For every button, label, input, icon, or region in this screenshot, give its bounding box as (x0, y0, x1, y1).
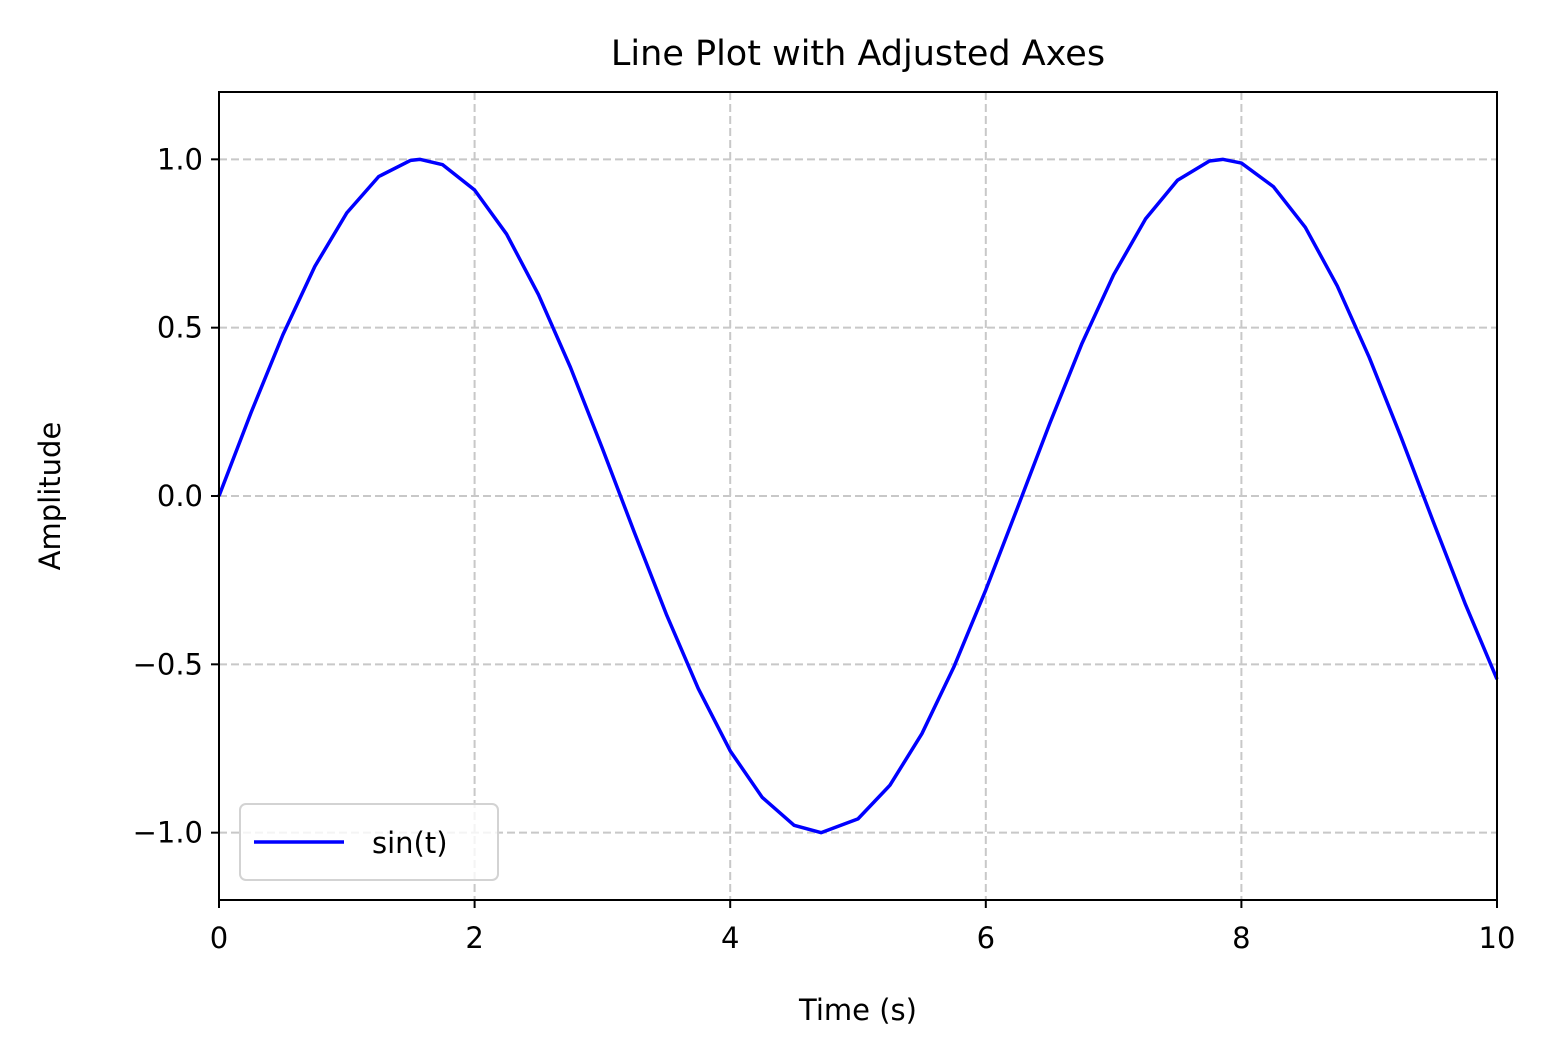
y-axis: −1.0 −0.5 0.0 0.5 1.0 (133, 142, 219, 850)
y-axis-label: Amplitude (33, 422, 67, 571)
x-tick-label: 6 (977, 921, 995, 955)
y-tick-label: −1.0 (133, 816, 203, 850)
x-axis: 0 2 4 6 8 10 (210, 900, 1516, 955)
legend-box (239, 803, 499, 881)
x-tick-label: 0 (210, 921, 228, 955)
y-tick-label: 0.5 (157, 311, 203, 345)
chart-title: Line Plot with Adjusted Axes (611, 34, 1105, 74)
x-tick-label: 4 (721, 921, 739, 955)
y-tick-label: −0.5 (133, 647, 203, 681)
x-tick-label: 2 (465, 921, 483, 955)
legend: sin(t) (239, 803, 499, 881)
series-layer (217, 157, 1499, 835)
x-tick-label: 10 (1479, 921, 1516, 955)
y-tick-label: 0.0 (157, 479, 203, 513)
x-axis-label: Time (s) (798, 993, 917, 1027)
x-tick-label: 8 (1232, 921, 1250, 955)
grid (219, 92, 1497, 900)
series-line (217, 157, 1499, 835)
legend-label: sin(t) (372, 826, 448, 860)
y-tick-label: 1.0 (157, 142, 203, 176)
